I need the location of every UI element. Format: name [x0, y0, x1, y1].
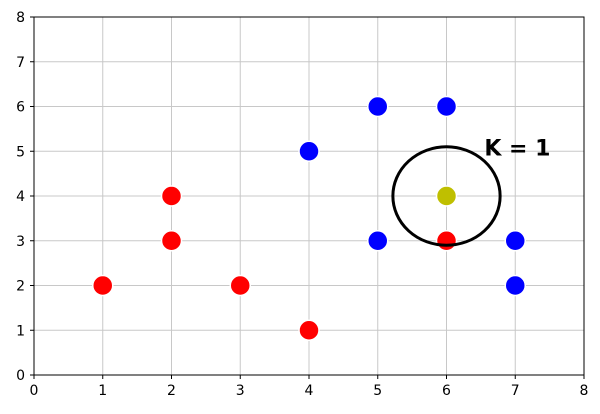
- y-tick-label-1: 1: [16, 323, 25, 339]
- data-point-s1-2: [435, 95, 458, 118]
- y-tick-label-7: 7: [16, 55, 25, 71]
- data-point-s1-3: [367, 230, 389, 252]
- y-tick-label-6: 6: [16, 100, 25, 116]
- data-point-s2-0: [435, 185, 458, 207]
- data-point-s1-5: [504, 274, 526, 297]
- y-tick-label-3: 3: [16, 234, 25, 250]
- data-point-s1-4: [504, 230, 526, 252]
- y-tick-label-2: 2: [16, 279, 25, 295]
- x-tick-label-8: 8: [580, 383, 589, 399]
- y-tick-label-4: 4: [16, 189, 25, 205]
- axis-ticks: 0 1 2 3 4 5 6 7 8 0 1 2 3 4 5 6 7 8: [16, 10, 588, 399]
- y-tick-label-5: 5: [16, 144, 25, 160]
- x-tick-label-0: 0: [30, 383, 39, 399]
- y-tick-label-0: 0: [16, 368, 25, 384]
- x-tick-label-4: 4: [305, 383, 314, 399]
- data-point-s0-2: [160, 185, 183, 207]
- x-tick-label-1: 1: [98, 383, 107, 399]
- x-tick-label-5: 5: [373, 383, 382, 399]
- data-points: [92, 95, 526, 341]
- data-point-s1-1: [367, 95, 389, 118]
- data-point-s0-0: [92, 274, 114, 297]
- data-point-s0-1: [160, 230, 183, 252]
- x-tick-label-2: 2: [167, 383, 176, 399]
- k-annotation: K = 1: [484, 136, 550, 161]
- x-tick-label-3: 3: [236, 383, 245, 399]
- x-tick-label-6: 6: [442, 383, 451, 399]
- neighbor-radius-circle: [391, 145, 502, 247]
- data-point-s1-0: [298, 140, 320, 162]
- data-point-s0-3: [229, 274, 251, 297]
- data-point-s0-5: [435, 230, 458, 252]
- data-point-s0-4: [298, 319, 320, 341]
- x-tick-label-7: 7: [511, 383, 520, 399]
- y-tick-label-8: 8: [16, 10, 25, 26]
